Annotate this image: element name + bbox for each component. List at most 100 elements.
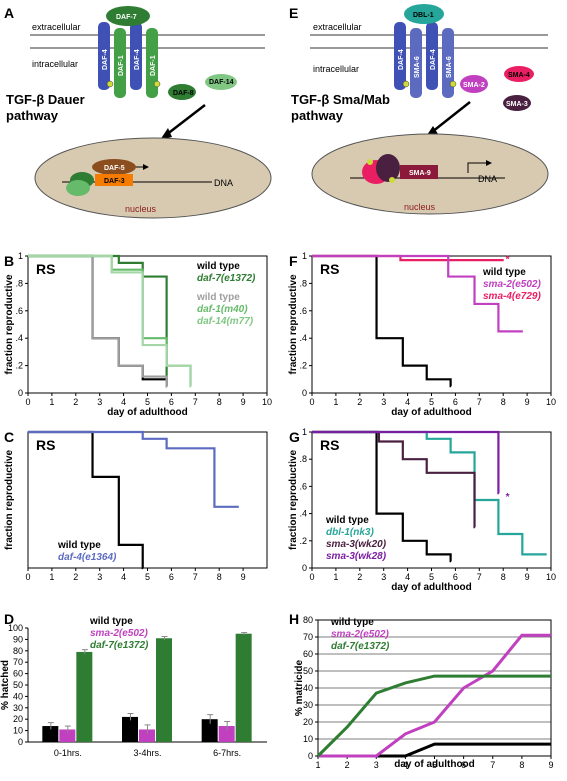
legend-entry: sma-3(wk20) xyxy=(326,539,387,550)
daf-4-receptor-1 xyxy=(98,22,110,90)
y-tick-label: .2 xyxy=(15,361,23,371)
panel-a-diagram: A extracellular intracellular DAF-4 DAF-… xyxy=(4,5,272,219)
y-tick-label: .8 xyxy=(299,278,307,288)
y-axis-label: fraction reproductive xyxy=(4,274,15,374)
y-tick-label: 20 xyxy=(13,714,23,724)
x-tick-label: 9 xyxy=(548,760,553,770)
series-line xyxy=(28,254,192,388)
x-tick-label: 5 xyxy=(145,572,150,582)
category-label: 6-7hrs. xyxy=(213,748,241,758)
series-line xyxy=(28,254,168,388)
pathway-a-title-2: pathway xyxy=(6,108,59,123)
y-tick-label: .6 xyxy=(299,481,307,491)
x-tick-label: 2 xyxy=(357,397,362,407)
x-tick-label: 7 xyxy=(477,572,482,582)
bar xyxy=(139,729,155,742)
x-tick-label: 9 xyxy=(241,397,246,407)
y-tick-label: 1 xyxy=(302,427,307,437)
x-tick-label: 3 xyxy=(374,760,379,770)
y-axis-label: % matricide xyxy=(294,659,305,716)
bar xyxy=(59,729,76,742)
y-tick-label: 70 xyxy=(13,657,23,667)
bar xyxy=(201,719,218,742)
x-tick-label: 10 xyxy=(262,397,272,407)
y-tick-label: 0 xyxy=(308,751,313,761)
daf-3-box xyxy=(95,174,133,186)
x-tick-label: 8 xyxy=(217,397,222,407)
x-tick-label: 10 xyxy=(546,397,556,407)
panel-letter: D xyxy=(4,611,14,627)
series-line xyxy=(312,430,500,495)
x-tick-label: 4 xyxy=(403,760,408,770)
bar xyxy=(76,651,93,742)
x-tick-label: 7 xyxy=(490,760,495,770)
y-tick-label: .4 xyxy=(299,333,307,343)
y-axis-label: fraction reproductive xyxy=(288,274,299,374)
svg-text:pathway: pathway xyxy=(291,108,344,123)
x-tick-label: 3 xyxy=(381,397,386,407)
rs-label: RS xyxy=(320,261,339,277)
x-tick-label: 4 xyxy=(121,397,126,407)
daf-5-box xyxy=(92,159,136,175)
x-tick-label: 7 xyxy=(193,572,198,582)
legend-entry: sma-2(e502) xyxy=(90,628,148,639)
svg-text:extracellular: extracellular xyxy=(313,22,362,32)
y-tick-label: 30 xyxy=(13,703,23,713)
x-tick-label: 5 xyxy=(432,760,437,770)
x-tick-label: 8 xyxy=(217,572,222,582)
panel-h-chart: H 1 2 3 4 5 6 7 8 9 0 10 20 30 40 50 60 70 80 day of adulth… xyxy=(289,611,554,770)
svg-text:DAF-3: DAF-3 xyxy=(104,178,125,185)
x-tick-label: 2 xyxy=(345,760,350,770)
daf-4-receptor-2 xyxy=(130,22,142,90)
y-tick-label: 60 xyxy=(13,669,23,679)
daf-14-smad xyxy=(205,74,237,90)
intracellular-label-a: intracellular xyxy=(32,59,78,69)
svg-text:SMA-6: SMA-6 xyxy=(446,56,453,78)
legend-entry: daf-7(e1372) xyxy=(197,273,256,284)
svg-text:DAF-1: DAF-1 xyxy=(118,55,125,76)
x-tick-label: 6 xyxy=(453,397,458,407)
x-tick-label: 0 xyxy=(25,397,30,407)
x-tick-label: 1 xyxy=(333,397,338,407)
legend-entry: sma-4(e729) xyxy=(483,291,541,302)
y-tick-label: .4 xyxy=(15,333,23,343)
panel-b-chart: B 0 1 2 3 4 5 6 7 8 9 10 0 .2 .4 .6 .8 1 day of adulthood f… xyxy=(4,251,272,418)
daf-1-receptor-1 xyxy=(114,28,126,98)
x-tick-label: 6 xyxy=(461,760,466,770)
x-tick-label: 3 xyxy=(97,397,102,407)
svg-text:DAF-1: DAF-1 xyxy=(150,55,157,76)
x-tick-label: 8 xyxy=(519,760,524,770)
x-tick-label: 2 xyxy=(73,572,78,582)
y-tick-label: 1 xyxy=(18,251,23,261)
y-tick-label: 60 xyxy=(303,649,313,659)
y-tick-label: 0 xyxy=(302,563,307,573)
significance-marker: * xyxy=(506,255,510,266)
rs-label: RS xyxy=(320,437,339,453)
dbl-1-ligand xyxy=(404,4,444,24)
legend-entry: wild type xyxy=(57,540,101,551)
legend-entry: daf-4(e1364) xyxy=(58,552,117,563)
x-tick-label: 6 xyxy=(169,572,174,582)
panel-letter: H xyxy=(289,611,299,627)
x-tick-label: 5 xyxy=(429,397,434,407)
x-tick-label: 7 xyxy=(477,397,482,407)
series-line xyxy=(318,742,551,758)
x-tick-label: 7 xyxy=(193,397,198,407)
x-tick-label: 10 xyxy=(546,572,556,582)
y-tick-label: .6 xyxy=(15,306,23,316)
legend-entry: wild type xyxy=(196,292,240,303)
y-tick-label: 10 xyxy=(303,734,313,744)
svg-text:DBL-1: DBL-1 xyxy=(413,12,434,19)
svg-text:DAF-7: DAF-7 xyxy=(116,14,137,21)
pathway-a-title-1: TGF-β Dauer xyxy=(6,92,85,107)
legend-entry: sma-2(e502) xyxy=(331,629,389,640)
rs-label: RS xyxy=(36,261,55,277)
x-tick-label: 4 xyxy=(405,572,410,582)
legend-entry: daf-7(e1372) xyxy=(331,641,390,652)
svg-text:intracellular: intracellular xyxy=(313,64,359,74)
y-tick-label: 40 xyxy=(303,683,313,693)
svg-text:SMA-6: SMA-6 xyxy=(414,56,421,78)
